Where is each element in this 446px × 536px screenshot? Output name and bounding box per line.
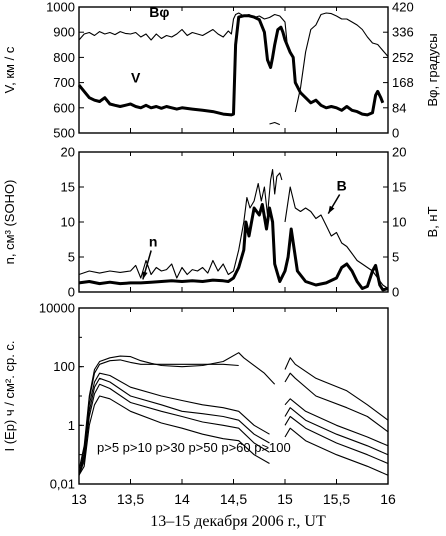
y-right-tick-label: 420 [392,0,414,15]
y-left-tick-label: 600 [53,100,75,115]
series-line-b [78,168,283,279]
y-right-tick-label: 20 [392,145,406,160]
energy-legend: p>5 p>10 p>30 p>50 p>60 p>100 [97,440,291,455]
y-left-tick-label: 0 [68,285,75,300]
series-line-p-60 [78,383,270,476]
y-left-tick-label: 500 [53,126,75,141]
panel-proton-flux: 0,01 1 100 10000 I (Ep) ч / см². ср. с. p>5 p… [2,301,389,492]
y-left-axis-label: V, км / с [2,46,17,93]
series-line-p-30 [78,372,270,476]
annotation-arrowhead [328,205,335,214]
series-p-50 [78,377,389,476]
y-left-tick-label: 800 [53,50,75,65]
y-right-axis-label: B, нТ [425,206,440,237]
y-left-tick-label: 700 [53,75,75,90]
y-right-tick-label: 84 [392,100,406,115]
annotation-label: n [149,234,158,250]
series-line-p-50 [78,377,270,476]
y-left-tick-label: 10000 [39,301,75,316]
x-tick-label: 14 [174,491,190,507]
x-tick-label: 15 [277,491,293,507]
series-v [77,14,385,117]
y-right-tick-label: 252 [392,50,414,65]
y-right-tick-label: 5 [392,250,399,265]
x-tick-label: 13,5 [117,491,144,507]
series-p-60 [78,383,389,476]
series-line-b [78,12,288,44]
x-tick-label: 16 [380,491,396,507]
series-line-p-10 [78,359,239,476]
x-tick-label: 15,5 [323,491,350,507]
y-left-tick-label: 100 [53,359,75,374]
y-left-tick-label: 1 [68,418,75,433]
y-left-axis-label: n, см³ (SOHO) [2,180,17,265]
y-left-tick-label: 0,01 [50,477,75,492]
y-right-tick-label: 336 [392,25,414,40]
panel-density-field: 0 5 10 15 20 0 5 10 15 20 n, см³ (SOHO) B, нТ n B [2,145,440,300]
y-right-tick-label: 0 [392,126,399,141]
y-right-tick-label: 0 [392,285,399,300]
y-right-tick-label: 168 [392,75,414,90]
annotation-arrowhead [142,271,148,280]
series-line-p-5 [78,352,276,471]
annotation-label: B [337,178,347,194]
y-right-tick-label: 15 [392,180,406,195]
y-left-tick-label: 1000 [46,0,75,15]
series-b [78,168,389,289]
series-line-b [269,121,281,126]
x-axis: 13 13,5 14 14,5 15 15,5 16 [71,491,396,507]
y-right-axis-label: Bφ, градусы [425,33,440,106]
y-left-tick-label: 20 [61,145,75,160]
y-right-tick-label: 10 [392,215,406,230]
series-line-p-5 [284,357,389,421]
y-left-tick-label: 10 [61,215,75,230]
series-line-p-100 [78,395,270,476]
x-tick-label: 14,5 [220,491,247,507]
series-line-v [77,14,385,117]
panel-frame [78,307,389,485]
annotation-label: Bφ [149,4,169,20]
series-line-p-50 [284,407,389,456]
series-p-5 [78,352,389,471]
series-line-n [78,203,389,292]
series-n [78,203,389,292]
series-line-b [294,12,389,113]
series-line-b [284,186,389,289]
series-p-30 [78,372,389,476]
series-p-10 [78,359,389,476]
series-p-100 [78,395,389,476]
series-line-p-30 [284,398,389,447]
series-b [78,12,389,126]
series-line-p-60 [284,415,389,465]
y-left-tick-label: 5 [68,250,75,265]
series-line-p-100 [284,427,389,476]
x-axis-label: 13–15 декабря 2006 г., UT [150,513,326,530]
y-left-axis-label: I (Ep) ч / см². ср. с. [2,340,17,451]
x-tick-label: 13 [71,491,87,507]
y-left-tick-label: 15 [61,180,75,195]
annotation-label: V [131,70,141,86]
series-line-p-10 [284,372,389,433]
panel-solar-wind-speed: 500 600 700 800 900 1000 0 84 168 252 336 420 V, км … [2,0,440,141]
y-left-tick-label: 900 [53,25,75,40]
